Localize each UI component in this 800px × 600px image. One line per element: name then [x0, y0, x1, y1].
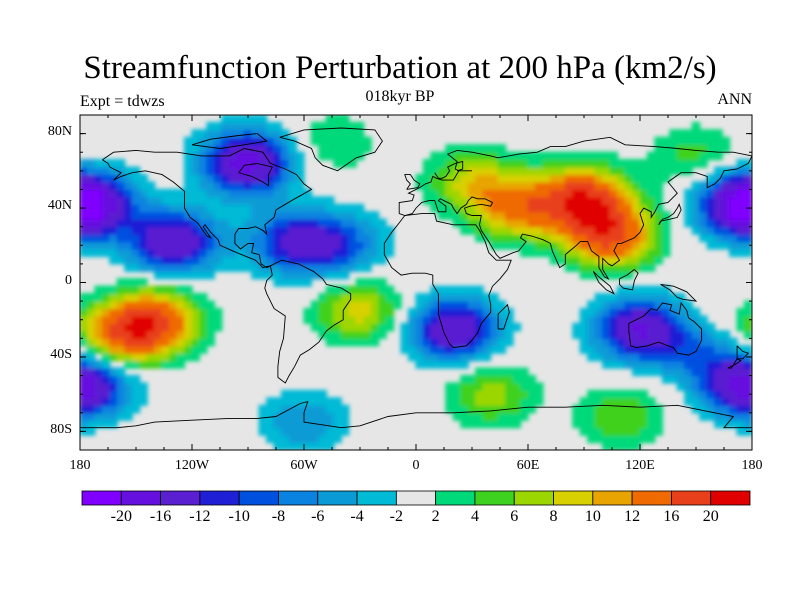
colorbar-box	[474, 490, 515, 506]
coastline-segment	[102, 148, 313, 269]
coastline-segment	[238, 162, 273, 187]
coastline-segment	[727, 358, 742, 369]
colorbar-box	[238, 490, 279, 506]
coastline-segment	[264, 259, 352, 384]
colorbar-box	[199, 490, 240, 506]
colorbar-box	[160, 490, 201, 506]
lon-tick-label: 180	[741, 458, 763, 473]
coastline-segment	[404, 174, 421, 190]
coastline-segment	[191, 133, 268, 149]
colorbar-label: 4	[470, 508, 479, 525]
colorbar-box	[631, 490, 672, 506]
colorbar-label: -8	[271, 508, 286, 525]
colorbar-box	[513, 490, 554, 506]
axis-ticks	[79, 114, 753, 451]
colorbar-box	[356, 490, 397, 506]
colorbar-label: 8	[549, 508, 558, 525]
colorbar-label: -6	[311, 508, 325, 525]
colorbar-label: -16	[149, 508, 172, 525]
colorbar-label: -10	[228, 508, 250, 525]
coastline-segment	[434, 160, 472, 179]
coastline-segment	[592, 270, 615, 295]
lon-tick-label: 120W	[174, 458, 210, 473]
colorbar-label: -4	[350, 508, 364, 525]
coastline-segment	[398, 136, 752, 280]
colorbar-label: -20	[110, 508, 132, 525]
coastline-segment	[80, 400, 752, 429]
colorbar-label: 16	[663, 508, 680, 525]
colorbar-label: -12	[189, 508, 211, 525]
lon-tick-label: 120E	[625, 458, 655, 473]
colorbar-label: 20	[702, 508, 719, 525]
colorbar-box	[435, 490, 476, 506]
coastline-segment	[619, 268, 639, 291]
colorbar-label: 6	[510, 508, 519, 525]
coastlines	[80, 127, 752, 429]
colorbar-box	[671, 490, 712, 506]
coastline-segment	[383, 213, 512, 349]
lat-tick-label: 40N	[47, 198, 72, 213]
colorbar-box	[81, 490, 122, 506]
coastline-segment	[279, 127, 383, 172]
colorbar-box	[592, 490, 633, 506]
coastline-segment	[660, 283, 698, 302]
colorbar-box	[395, 490, 437, 506]
coastline-segment	[628, 301, 703, 356]
coastline-segment	[736, 345, 750, 360]
lat-tick-label: 40S	[50, 347, 72, 362]
lon-tick-label: 60W	[290, 458, 318, 473]
lat-tick-label: 80N	[47, 124, 72, 139]
coastline-segment	[497, 303, 510, 330]
colorbar-label: -2	[389, 508, 403, 525]
map-subtitle: 018kyr BP	[365, 88, 435, 105]
colorbar-box	[710, 490, 751, 506]
season-label: ANN	[717, 91, 752, 108]
colorbar-label: 12	[624, 508, 641, 525]
map-title: Streamfunction Perturbation at 200 hPa (…	[83, 50, 717, 86]
colorbar-box	[120, 490, 161, 506]
colorbar-box	[553, 490, 594, 506]
lat-tick-label: 0	[65, 273, 72, 288]
lon-tick-label: 0	[412, 458, 420, 473]
colorbar-box	[278, 490, 319, 506]
colorbar-label: 2	[431, 508, 440, 525]
lon-tick-label: 180	[69, 458, 91, 473]
colorbar-label: 10	[584, 508, 601, 525]
colorbar-box	[317, 490, 358, 506]
experiment-label: Expt = tdwzs	[80, 93, 165, 110]
lat-tick-label: 80S	[50, 422, 72, 437]
lon-tick-label: 60E	[516, 458, 540, 473]
colorbar	[81, 490, 751, 506]
coastline-segment	[658, 203, 682, 226]
